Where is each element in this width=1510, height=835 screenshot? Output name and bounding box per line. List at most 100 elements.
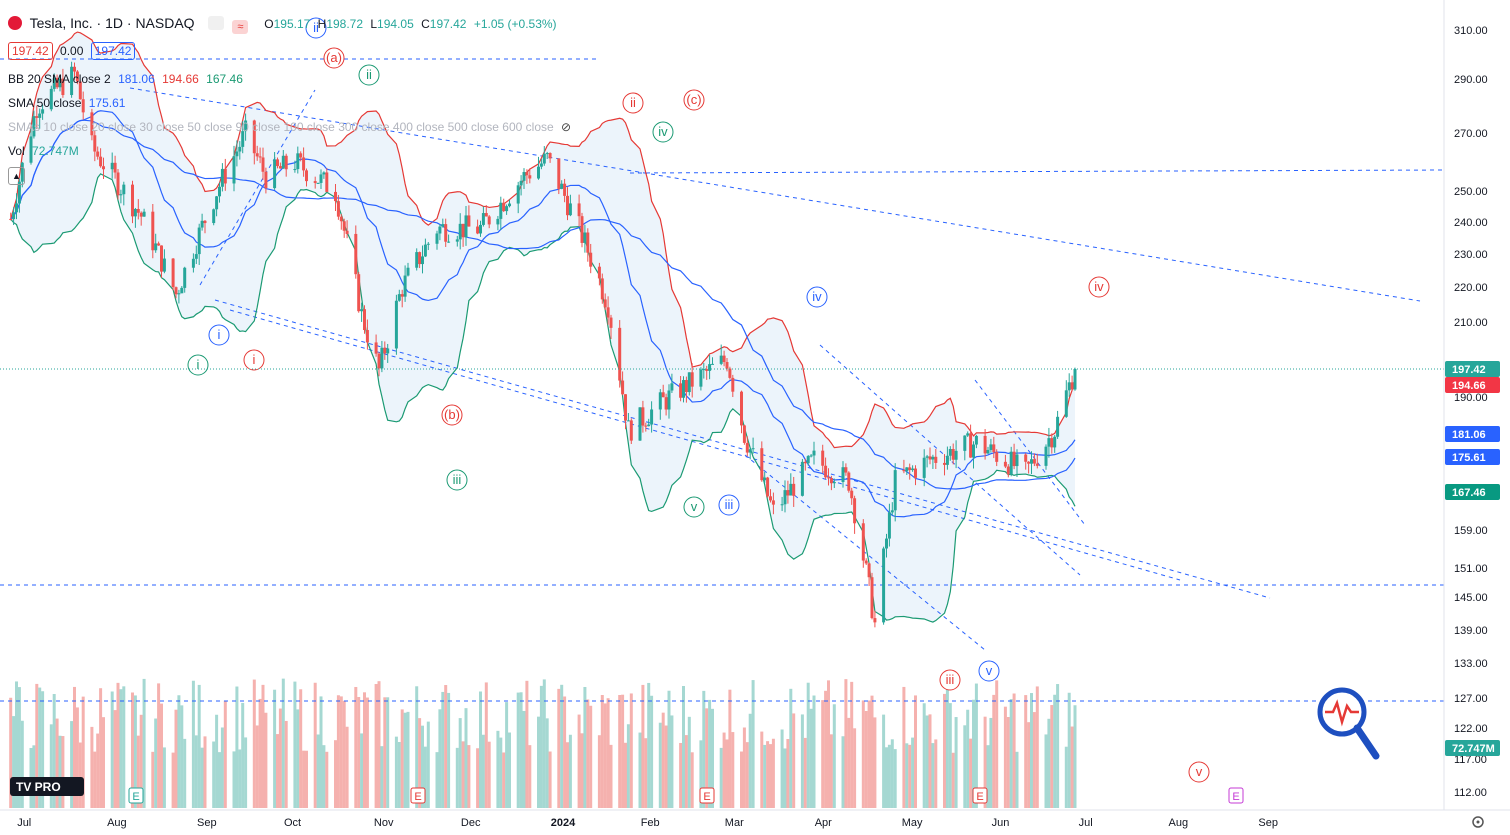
volume-bar	[197, 684, 201, 808]
volume-bar	[1035, 686, 1039, 808]
wave-label[interactable]: i	[243, 349, 265, 371]
hidden-eye-icon[interactable]: ⊘	[561, 120, 572, 134]
volume-bar	[458, 718, 462, 808]
wave-label[interactable]: iv	[652, 121, 674, 143]
wave-label[interactable]: v	[978, 660, 1000, 682]
logo-text: TV PRO	[16, 780, 61, 794]
tradingview-pro-logo[interactable]: TV PRO	[10, 777, 84, 796]
wave-label[interactable]: iv	[1088, 276, 1110, 298]
svg-text:iv: iv	[812, 289, 822, 304]
ask-price[interactable]: 197.42	[90, 42, 136, 60]
earnings-marker[interactable]: E	[699, 787, 715, 804]
wave-label[interactable]: v	[1188, 761, 1210, 783]
volume-bar	[519, 692, 523, 808]
price-axis-label[interactable]: 167.46	[1445, 484, 1500, 500]
candle-body	[557, 158, 561, 189]
indicator-toggle-icon[interactable]	[208, 16, 225, 30]
wave-label[interactable]: (c)	[683, 89, 705, 111]
candle-body	[577, 203, 581, 217]
candle-body	[73, 66, 76, 72]
compare-icon[interactable]: ≈	[232, 20, 249, 34]
volume-bar	[403, 712, 407, 808]
svg-text:iv: iv	[1094, 279, 1104, 294]
volume-bar	[325, 751, 329, 808]
volume-bar	[139, 714, 143, 808]
candle-body	[110, 162, 114, 170]
volume-bar	[563, 696, 567, 808]
earnings-marker[interactable]: E	[128, 787, 144, 804]
candle-body	[394, 300, 398, 349]
candle-body	[560, 183, 564, 189]
candle-body	[508, 203, 511, 207]
wave-label[interactable]: ii	[358, 64, 380, 86]
wave-label[interactable]: ii	[622, 92, 644, 114]
volume-bar	[771, 738, 775, 808]
earnings-marker[interactable]: E	[410, 787, 426, 804]
candle-body	[360, 309, 364, 312]
wave-label[interactable]: (a)	[323, 47, 345, 69]
candle-body	[302, 157, 306, 171]
settings-gear-icon[interactable]	[1472, 816, 1484, 828]
volume-bar	[792, 713, 796, 808]
wave-label[interactable]: iii	[718, 494, 740, 516]
smas-legend[interactable]: SMAs 10 close 20 close 30 close 50 close…	[8, 120, 572, 134]
wave-label[interactable]: (b)	[441, 404, 463, 426]
volume-bar	[786, 739, 790, 808]
bid-price[interactable]: 197.42	[8, 42, 53, 60]
trendline[interactable]	[129, 87, 1421, 302]
sma50-legend[interactable]: SMA 50 close 175.61	[8, 96, 126, 110]
volume-bar	[850, 681, 854, 808]
price-axis-label[interactable]: 72.747M	[1445, 740, 1500, 756]
volume-bar	[61, 736, 65, 808]
candle-body	[922, 457, 926, 478]
candle-body	[748, 449, 752, 453]
search-heartbeat-icon[interactable]	[1317, 687, 1380, 760]
candle-body	[1047, 438, 1051, 447]
price-axis-label[interactable]: 194.66	[1445, 377, 1500, 393]
volume-bar	[374, 684, 378, 808]
wave-label[interactable]: iii	[939, 669, 961, 691]
candle-body	[786, 490, 790, 496]
price-axis-label[interactable]: 181.06	[1445, 426, 1500, 442]
candle-body	[641, 407, 645, 426]
candle-body	[519, 180, 523, 186]
volume-bar	[812, 695, 816, 808]
candle-body	[177, 293, 181, 295]
candle-body	[928, 456, 932, 460]
volume-bar	[162, 747, 166, 808]
earnings-marker[interactable]: E	[1228, 787, 1244, 804]
volume-bar	[853, 728, 857, 808]
wave-label[interactable]: v	[683, 496, 705, 518]
volume-bar	[844, 679, 848, 808]
trendline[interactable]	[974, 379, 1086, 526]
collapse-legend-button[interactable]: ▲	[8, 166, 29, 185]
trendline[interactable]	[199, 89, 316, 286]
volume-bar	[954, 717, 958, 808]
volume-bar	[363, 692, 366, 808]
symbol-header: Tesla, Inc. · 1D · NASDAQ ≈ O195.17 H198…	[8, 14, 565, 34]
price-axis-label[interactable]: 197.42	[1445, 361, 1500, 377]
candle-body	[679, 383, 683, 398]
trendline[interactable]	[214, 299, 1271, 599]
candle-body	[447, 241, 451, 243]
wave-label[interactable]: iii	[446, 469, 468, 491]
candle-body	[905, 467, 909, 472]
wave-label[interactable]: iv	[806, 286, 828, 308]
volume-bar	[174, 709, 178, 808]
price-axis-label[interactable]: 175.61	[1445, 449, 1500, 465]
candle-body	[444, 224, 448, 242]
bb-legend[interactable]: BB 20 SMA close 2 181.06 194.66 167.46	[8, 72, 243, 86]
wave-label[interactable]: i	[208, 324, 230, 346]
wave-label[interactable]: ii	[305, 17, 327, 39]
symbol-title[interactable]: Tesla, Inc. · 1D · NASDAQ	[29, 15, 195, 31]
volume-bar	[377, 681, 381, 808]
candle-body	[740, 391, 743, 426]
earnings-marker[interactable]: E	[972, 787, 988, 804]
volume-bar	[885, 747, 888, 808]
price-tick: 127.00	[1454, 693, 1488, 705]
wave-label[interactable]: i	[187, 354, 209, 376]
volume-bar	[365, 697, 369, 808]
trendline[interactable]	[819, 344, 1081, 576]
volume-legend[interactable]: Vol 72.747M	[8, 144, 79, 158]
